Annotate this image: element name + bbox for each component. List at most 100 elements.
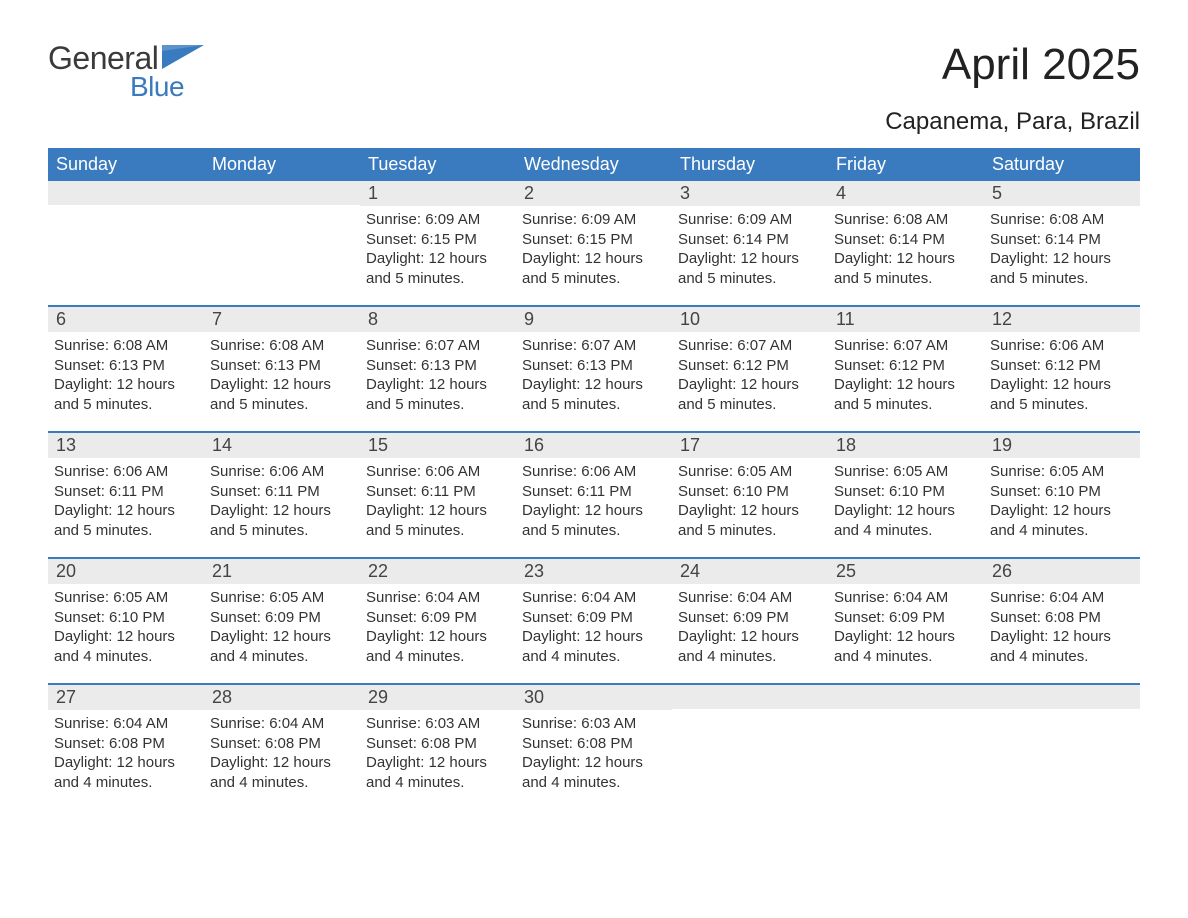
day-body: Sunrise: 6:06 AMSunset: 6:11 PMDaylight:… — [366, 462, 510, 540]
day-body: Sunrise: 6:07 AMSunset: 6:13 PMDaylight:… — [366, 336, 510, 414]
sunset-line: Sunset: 6:14 PM — [834, 230, 978, 250]
sunset-line: Sunset: 6:14 PM — [990, 230, 1134, 250]
header: General Blue April 2025 Capanema, Para, … — [48, 40, 1140, 136]
sunrise-line: Sunrise: 6:03 AM — [366, 714, 510, 734]
daylight-line: Daylight: 12 hours and 4 minutes. — [210, 753, 354, 792]
day-number: 23 — [516, 559, 672, 584]
sunrise-line: Sunrise: 6:06 AM — [990, 336, 1134, 356]
week-row: 6Sunrise: 6:08 AMSunset: 6:13 PMDaylight… — [48, 305, 1140, 431]
day-cell: 9 Sunrise: 6:07 AMSunset: 6:13 PMDaylight… — [516, 307, 672, 431]
day-cell: 4Sunrise: 6:08 AMSunset: 6:14 PMDaylight… — [828, 181, 984, 305]
sunrise-line: Sunrise: 6:05 AM — [678, 462, 822, 482]
sunrise-line: Sunrise: 6:08 AM — [834, 210, 978, 230]
day-body: Sunrise: 6:06 AMSunset: 6:11 PMDaylight:… — [522, 462, 666, 540]
day-cell — [672, 685, 828, 809]
week-row: 13Sunrise: 6:06 AMSunset: 6:11 PMDayligh… — [48, 431, 1140, 557]
sunrise-line: Sunrise: 6:07 AM — [678, 336, 822, 356]
day-number: 29 — [360, 685, 516, 710]
day-number: 30 — [516, 685, 672, 710]
day-number: 24 — [672, 559, 828, 584]
sunset-line: Sunset: 6:11 PM — [522, 482, 666, 502]
sunset-line: Sunset: 6:13 PM — [366, 356, 510, 376]
day-cell: 23Sunrise: 6:04 AMSunset: 6:09 PMDayligh… — [516, 559, 672, 683]
day-cell: 14Sunrise: 6:06 AMSunset: 6:11 PMDayligh… — [204, 433, 360, 557]
daylight-line: Daylight: 12 hours and 4 minutes. — [834, 627, 978, 666]
day-of-week-header: SundayMondayTuesdayWednesdayThursdayFrid… — [48, 148, 1140, 181]
sunrise-line: Sunrise: 6:08 AM — [990, 210, 1134, 230]
day-cell: 1Sunrise: 6:09 AMSunset: 6:15 PMDaylight… — [360, 181, 516, 305]
month-title: April 2025 — [885, 40, 1140, 90]
dow-wednesday: Wednesday — [516, 148, 672, 181]
sunrise-line: Sunrise: 6:06 AM — [522, 462, 666, 482]
daylight-line: Daylight: 12 hours and 5 minutes. — [522, 249, 666, 288]
sunset-line: Sunset: 6:15 PM — [522, 230, 666, 250]
day-number: 21 — [204, 559, 360, 584]
sunset-line: Sunset: 6:12 PM — [990, 356, 1134, 376]
sunrise-line: Sunrise: 6:08 AM — [54, 336, 198, 356]
day-number: 9 — [516, 307, 672, 332]
daylight-line: Daylight: 12 hours and 5 minutes. — [366, 501, 510, 540]
title-block: April 2025 Capanema, Para, Brazil — [885, 40, 1140, 136]
location: Capanema, Para, Brazil — [885, 108, 1140, 136]
dow-sunday: Sunday — [48, 148, 204, 181]
day-body: Sunrise: 6:09 AMSunset: 6:14 PMDaylight:… — [678, 210, 822, 288]
sunset-line: Sunset: 6:08 PM — [990, 608, 1134, 628]
day-body: Sunrise: 6:06 AMSunset: 6:11 PMDaylight:… — [210, 462, 354, 540]
daylight-line: Daylight: 12 hours and 4 minutes. — [366, 753, 510, 792]
day-body: Sunrise: 6:05 AMSunset: 6:10 PMDaylight:… — [834, 462, 978, 540]
sunrise-line: Sunrise: 6:04 AM — [366, 588, 510, 608]
day-number: 4 — [828, 181, 984, 206]
sunset-line: Sunset: 6:13 PM — [54, 356, 198, 376]
sunrise-line: Sunrise: 6:03 AM — [522, 714, 666, 734]
day-cell — [204, 181, 360, 305]
day-body: Sunrise: 6:08 AMSunset: 6:13 PMDaylight:… — [210, 336, 354, 414]
day-body: Sunrise: 6:06 AMSunset: 6:12 PMDaylight:… — [990, 336, 1134, 414]
day-body: Sunrise: 6:08 AMSunset: 6:14 PMDaylight:… — [990, 210, 1134, 288]
day-number: 22 — [360, 559, 516, 584]
sunset-line: Sunset: 6:10 PM — [834, 482, 978, 502]
day-number: 26 — [984, 559, 1140, 584]
day-cell: 2Sunrise: 6:09 AMSunset: 6:15 PMDaylight… — [516, 181, 672, 305]
sunset-line: Sunset: 6:10 PM — [990, 482, 1134, 502]
day-cell: 16Sunrise: 6:06 AMSunset: 6:11 PMDayligh… — [516, 433, 672, 557]
sunrise-line: Sunrise: 6:07 AM — [834, 336, 978, 356]
day-body: Sunrise: 6:04 AMSunset: 6:09 PMDaylight:… — [678, 588, 822, 666]
day-body: Sunrise: 6:06 AMSunset: 6:11 PMDaylight:… — [54, 462, 198, 540]
daylight-line: Daylight: 12 hours and 4 minutes. — [834, 501, 978, 540]
daylight-line: Daylight: 12 hours and 4 minutes. — [990, 501, 1134, 540]
day-cell: 24 Sunrise: 6:04 AMSunset: 6:09 PMDayligh… — [672, 559, 828, 683]
sunset-line: Sunset: 6:14 PM — [678, 230, 822, 250]
daylight-line: Daylight: 12 hours and 4 minutes. — [990, 627, 1134, 666]
day-cell: 13Sunrise: 6:06 AMSunset: 6:11 PMDayligh… — [48, 433, 204, 557]
day-cell: 27Sunrise: 6:04 AMSunset: 6:08 PMDayligh… — [48, 685, 204, 809]
sunset-line: Sunset: 6:12 PM — [834, 356, 978, 376]
daylight-line: Daylight: 12 hours and 4 minutes. — [366, 627, 510, 666]
sunset-line: Sunset: 6:08 PM — [210, 734, 354, 754]
daylight-line: Daylight: 12 hours and 4 minutes. — [522, 627, 666, 666]
day-cell: 29Sunrise: 6:03 AMSunset: 6:08 PMDayligh… — [360, 685, 516, 809]
day-number: 1 — [360, 181, 516, 206]
day-body: Sunrise: 6:07 AMSunset: 6:12 PMDaylight:… — [834, 336, 978, 414]
sunset-line: Sunset: 6:11 PM — [210, 482, 354, 502]
daylight-line: Daylight: 12 hours and 4 minutes. — [54, 753, 198, 792]
daylight-line: Daylight: 12 hours and 5 minutes. — [522, 501, 666, 540]
day-number — [48, 181, 204, 205]
daylight-line: Daylight: 12 hours and 5 minutes. — [210, 501, 354, 540]
day-number: 5 — [984, 181, 1140, 206]
week-row: 1 Sunrise: 6:09 AM Sunset: 6:15 PMDaylight… — [48, 181, 1140, 305]
day-cell: 6Sunrise: 6:08 AMSunset: 6:13 PMDaylight… — [48, 307, 204, 431]
dow-saturday: Saturday — [984, 148, 1140, 181]
sunset-line: Sunset: 6:11 PM — [54, 482, 198, 502]
sunrise-line: Sunrise: 6:04 AM — [210, 714, 354, 734]
day-cell: 17Sunrise: 6:05 AMSunset: 6:10 PMDayligh… — [672, 433, 828, 557]
daylight-line: Daylight: 12 hours and 5 minutes. — [366, 375, 510, 414]
daylight-line: Daylight: 12 hours and 5 minutes. — [54, 501, 198, 540]
logo-text-blue: Blue — [130, 71, 184, 103]
sunrise-line: Sunrise: 6:05 AM — [210, 588, 354, 608]
day-cell — [48, 181, 204, 305]
week-row: 20Sunrise: 6:05 AMSunset: 6:10 PMDayligh… — [48, 557, 1140, 683]
day-number — [984, 685, 1140, 709]
day-body: Sunrise: 6:07 AMSunset: 6:13 PMDaylight:… — [522, 336, 666, 414]
day-number: 12 — [984, 307, 1140, 332]
sunrise-line: Sunrise: 6:09 AM — [678, 210, 822, 230]
